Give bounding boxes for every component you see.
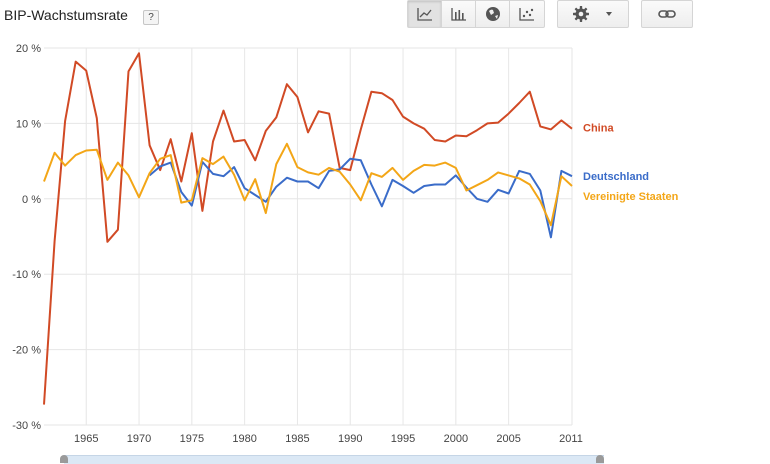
scatter-button[interactable] bbox=[510, 1, 544, 27]
y-tick-label: 0 % bbox=[22, 194, 41, 206]
x-tick-label: 2000 bbox=[444, 433, 468, 445]
series-label: Vereinigte Staaten bbox=[583, 191, 679, 203]
y-tick-label: -20 % bbox=[12, 345, 41, 357]
bar-chart-button[interactable] bbox=[442, 1, 476, 27]
series-line-vereinigte-staaten[interactable] bbox=[43, 142, 573, 227]
range-handle-left[interactable] bbox=[60, 455, 68, 463]
x-tick-label: 1990 bbox=[338, 433, 362, 445]
x-tick-label: 2005 bbox=[496, 433, 520, 445]
y-tick-label: -30 % bbox=[12, 420, 41, 432]
globe-icon bbox=[485, 7, 500, 21]
x-tick-label: 1965 bbox=[74, 433, 98, 445]
help-button[interactable]: ? bbox=[143, 10, 159, 25]
chart-title: BIP-Wachstumsrate bbox=[4, 7, 128, 23]
series-line-china[interactable] bbox=[43, 52, 573, 405]
map-button[interactable] bbox=[476, 1, 510, 27]
x-tick-label: 1980 bbox=[232, 433, 256, 445]
settings-menu-button[interactable] bbox=[557, 0, 629, 28]
gear-icon bbox=[573, 6, 589, 22]
x-tick-label: 1970 bbox=[127, 433, 151, 445]
bar-chart-icon bbox=[450, 8, 466, 21]
link-icon bbox=[658, 10, 676, 18]
series-label: China bbox=[583, 123, 614, 135]
y-tick-label: 20 % bbox=[16, 43, 41, 55]
line-chart-icon bbox=[416, 8, 432, 21]
chevron-down-icon bbox=[606, 12, 612, 16]
range-scrollbar[interactable] bbox=[64, 455, 604, 464]
range-handle-right[interactable] bbox=[596, 455, 604, 463]
series-label: Deutschland bbox=[583, 171, 649, 183]
series-line-deutschland[interactable] bbox=[148, 157, 573, 239]
chart-type-toolbar bbox=[407, 0, 545, 28]
x-tick-label: 1975 bbox=[180, 433, 204, 445]
link-button[interactable] bbox=[641, 0, 693, 28]
y-tick-label: 10 % bbox=[16, 118, 41, 130]
line-chart-button[interactable] bbox=[408, 1, 442, 27]
x-tick-label: 1985 bbox=[285, 433, 309, 445]
scatter-chart-icon bbox=[519, 8, 534, 21]
y-tick-label: -10 % bbox=[12, 269, 41, 281]
x-tick-label: 2011 bbox=[559, 433, 583, 445]
x-tick-label: 1995 bbox=[391, 433, 415, 445]
